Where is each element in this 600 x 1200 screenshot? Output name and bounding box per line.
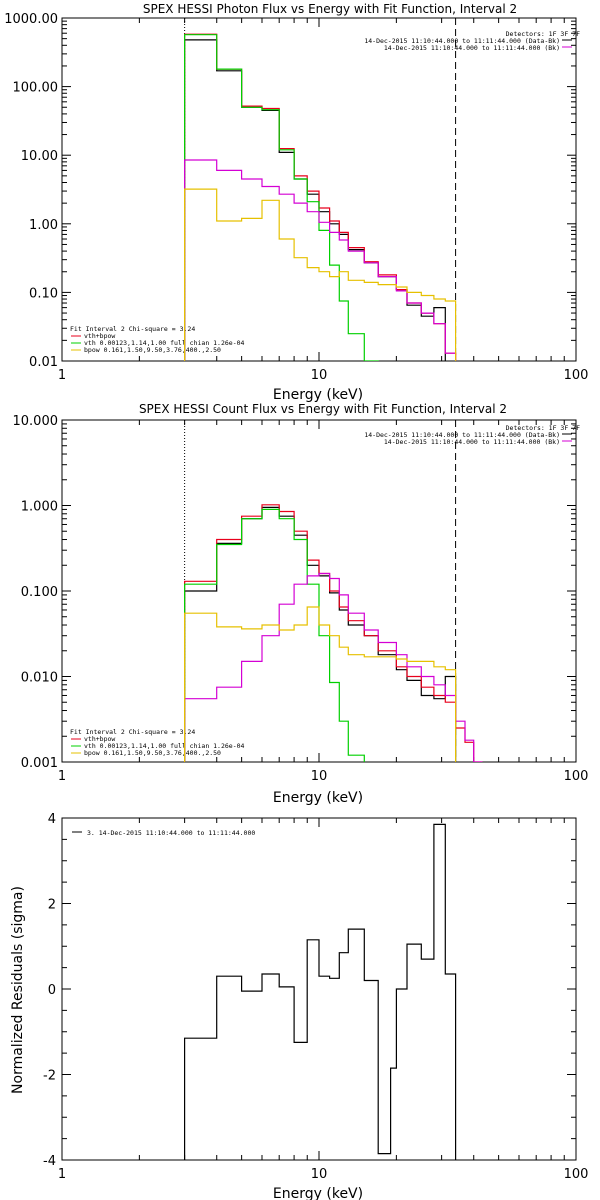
photon-flux-fit-header: Fit Interval 2 Chi-square = 3.24 <box>70 325 195 333</box>
count-flux-legend-data-bk: 14-Dec-2015 11:10:44.000 to 11:11:44.000… <box>364 431 560 439</box>
count-flux-series-bkg <box>184 606 457 762</box>
photon-flux-x-tick-label: 10 <box>311 368 328 383</box>
count-flux-detectors-label: Detectors: 1F 3F 7F <box>506 424 580 432</box>
count-flux-y-tick-label: 1.000 <box>21 500 58 515</box>
count-flux-y-tick-label: 0.010 <box>21 671 58 686</box>
photon-flux-legend-data-bk: 14-Dec-2015 11:10:44.000 to 11:11:44.000… <box>364 37 560 45</box>
residuals-x-tick-label: 100 <box>564 1167 589 1182</box>
residuals-ylabel: Normalized Residuals (sigma) <box>10 886 26 1094</box>
residuals-y-tick-label: 0 <box>48 983 56 998</box>
count-flux-series-vth <box>184 508 365 762</box>
count-flux-y-tick-label: 10.000 <box>13 414 59 429</box>
residuals-x-tick-label: 10 <box>311 1167 328 1182</box>
photon-flux-y-tick-label: 0.01 <box>29 355 58 370</box>
count-flux-x-tick-label: 100 <box>564 769 589 784</box>
residuals-x-tick-label: 1 <box>58 1167 66 1182</box>
photon-flux-legend-bk: 14-Dec-2015 11:10:44.000 to 11:11:44.000… <box>384 44 560 52</box>
residuals-y-tick-label: -2 <box>43 1069 56 1084</box>
count-flux-title: SPEX HESSI Count Flux vs Energy with Fit… <box>139 402 507 416</box>
photon-flux-title: SPEX HESSI Photon Flux vs Energy with Fi… <box>143 2 517 16</box>
photon-flux-y-tick-label: 10.00 <box>21 149 58 164</box>
count-flux-xlabel: Energy (keV) <box>273 790 363 806</box>
residuals-legend-label: 3. 14-Dec-2015 11:10:44.000 to 11:11:44.… <box>87 829 255 837</box>
photon-flux-legend-sum: vth+bpow <box>84 332 115 340</box>
residuals-xlabel: Energy (keV) <box>273 1186 363 1200</box>
photon-flux-series-vth <box>184 34 379 361</box>
count-flux-y-tick-label: 0.001 <box>21 756 58 771</box>
count-flux-x-tick-label: 10 <box>311 769 328 784</box>
photon-flux-x-tick-label: 1 <box>58 368 66 383</box>
photon-flux-y-tick-label: 1.00 <box>29 218 58 233</box>
residuals-y-tick-label: 4 <box>48 812 56 827</box>
count-flux-panel: SPEX HESSI Count Flux vs Energy with Fit… <box>13 402 589 806</box>
photon-flux-y-tick-label: 1000.00 <box>4 12 58 27</box>
count-flux-x-tick-label: 1 <box>58 769 66 784</box>
photon-flux-series-bkg <box>184 188 457 361</box>
photon-flux-panel: SPEX HESSI Photon Flux vs Energy with Fi… <box>4 2 588 403</box>
count-flux-legend-vth: vth 0.00123,1.14,1.00 full chian 1.26e-0… <box>84 742 245 750</box>
count-flux-series-model_sum <box>184 504 483 762</box>
residuals-panel: Energy (keV) Normalized Residuals (sigma… <box>10 812 588 1200</box>
photon-flux-series-bpow <box>184 159 457 361</box>
photon-flux-legend-vth: vth 0.00123,1.14,1.00 full chian 1.26e-0… <box>84 339 245 347</box>
photon-flux-plot-frame <box>61 17 577 362</box>
photon-flux-y-tick-label: 100.00 <box>13 81 59 96</box>
count-flux-legend-bk: 14-Dec-2015 11:10:44.000 to 11:11:44.000… <box>384 438 560 446</box>
residuals-y-tick-label: -4 <box>43 1154 56 1169</box>
residuals-series-total <box>184 823 457 1160</box>
count-flux-legend-bpow: bpow 0.161,1.50,9.50,3.76,400.,2.50 <box>84 749 221 757</box>
photon-flux-x-tick-label: 100 <box>564 368 589 383</box>
residuals-y-tick-label: 2 <box>48 898 56 913</box>
count-flux-y-tick-label: 0.100 <box>21 585 58 600</box>
photon-flux-legend-bpow: bpow 0.161,1.50,9.50,3.76,400.,2.50 <box>84 346 221 354</box>
photon-flux-y-tick-label: 0.10 <box>29 286 58 301</box>
photon-flux-series-model_sum <box>184 33 457 361</box>
photon-flux-xlabel: Energy (keV) <box>273 387 363 403</box>
count-flux-fit-header: Fit Interval 2 Chi-square = 3.24 <box>70 728 195 736</box>
count-flux-series-bpow <box>184 572 483 762</box>
photon-flux-detectors-label: Detectors: 1F 3F 7F <box>506 30 580 38</box>
count-flux-legend-sum: vth+bpow <box>84 735 115 743</box>
residuals-plot-frame <box>61 817 577 1161</box>
